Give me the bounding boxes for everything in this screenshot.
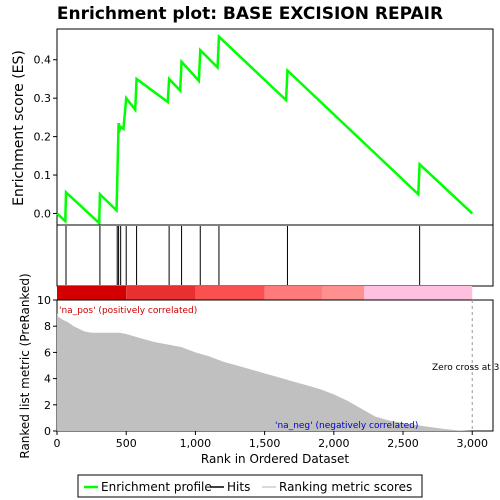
es-y-tick-label: 0.3	[34, 92, 52, 105]
metric-y-tick-label: 4	[44, 373, 51, 386]
zero-cross-note: Zero cross at 3000	[432, 363, 500, 373]
ranking-metric-area	[57, 313, 473, 431]
es-plot-frame	[56, 28, 494, 226]
legend-metric-label: Ranking metric scores	[279, 480, 412, 494]
es-y-tick-label: 0.1	[34, 169, 52, 182]
es-y-tick-label: 0.4	[34, 54, 52, 67]
color-bar-segment	[264, 286, 323, 300]
legend-box	[77, 474, 423, 498]
es-y-axis-label: Enrichment score (ES)	[11, 50, 27, 206]
es-y-tick-label: 0.0	[34, 207, 52, 220]
metric-panel: 0 2 4 6 8 10 0 500 1,000 1,500 2,000 2,500 3,000 'n…	[18, 273, 500, 466]
x-tick-label: 2,500	[387, 437, 419, 450]
x-tick-label: 1,500	[249, 437, 281, 450]
metric-y-ticks: 0 2 4 6 8 10	[37, 294, 57, 438]
color-bar-segment	[364, 286, 473, 300]
legend-hits-label: Hits	[227, 480, 250, 494]
positive-correlation-note: 'na_pos' (positively correlated)	[59, 306, 197, 316]
metric-y-tick-label: 2	[44, 399, 51, 412]
es-y-ticks: 0.0 0.1 0.2 0.3 0.4	[34, 54, 57, 220]
x-tick-label: 500	[116, 437, 137, 450]
enrichment-profile-line	[56, 33, 474, 226]
es-y-tick-label: 0.2	[34, 131, 52, 144]
color-bar-segment	[322, 286, 365, 300]
metric-y-tick-label: 0	[44, 425, 51, 438]
metric-y-tick-label: 6	[44, 346, 51, 359]
metric-x-ticks: 0 500 1,000 1,500 2,000 2,500 3,000	[54, 431, 488, 450]
metric-y-axis-label: Ranked list metric (PreRanked)	[18, 273, 32, 458]
metric-y-tick-label: 10	[37, 294, 51, 307]
x-tick-label: 0	[54, 437, 61, 450]
color-bar-segment	[195, 286, 265, 300]
legend: Enrichment profile Hits Ranking metric s…	[77, 474, 423, 498]
x-axis-label: Rank in Ordered Dataset	[201, 452, 349, 466]
x-tick-label: 3,000	[456, 437, 488, 450]
ranking-color-bar	[57, 286, 473, 300]
color-bar-segment	[57, 286, 127, 300]
x-tick-label: 1,000	[180, 437, 212, 450]
hit-marks	[65, 226, 421, 285]
hits-panel	[56, 224, 494, 287]
chart-title: Enrichment plot: BASE EXCISION REPAIR	[57, 4, 443, 24]
x-tick-label: 2,000	[318, 437, 350, 450]
negative-correlation-note: 'na_neg' (negatively correlated)	[275, 421, 418, 431]
es-panel: 0.0 0.1 0.2 0.3 0.4 Enrichment score (ES)	[11, 28, 494, 226]
hits-frame	[56, 224, 494, 287]
color-bar-segment	[126, 286, 196, 300]
legend-enrichment-label: Enrichment profile	[101, 480, 212, 494]
metric-y-tick-label: 8	[44, 320, 51, 333]
